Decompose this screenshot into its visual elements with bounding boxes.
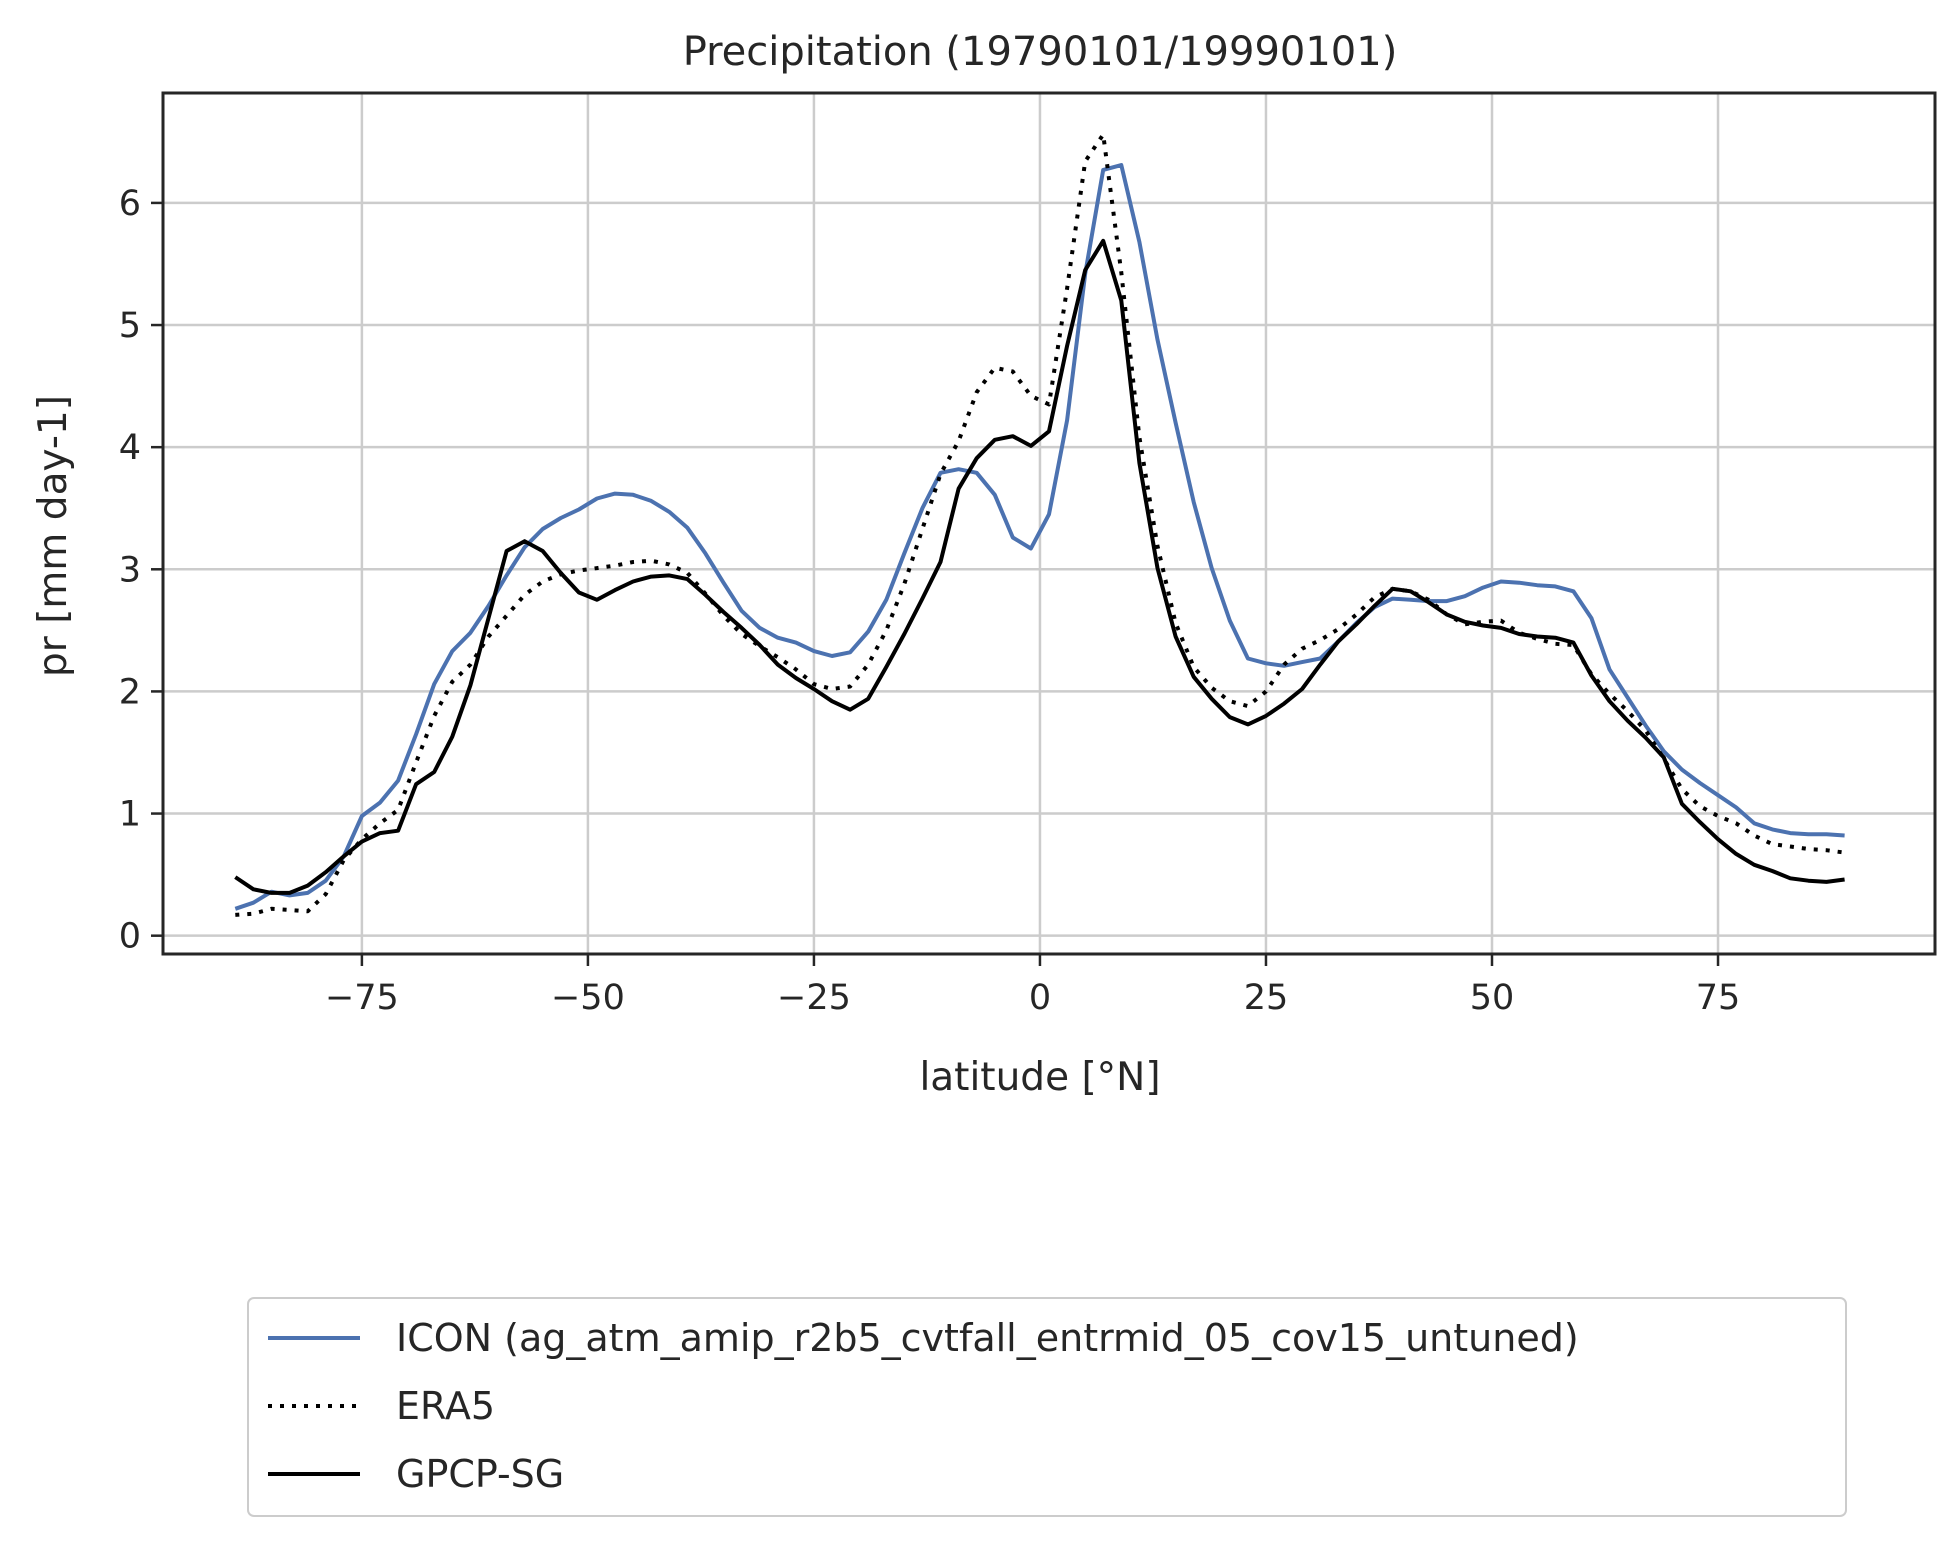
plot-frame	[161, 91, 1937, 956]
y-tick-label: 3	[119, 550, 141, 590]
x-axis-ticks: −75 −50 −25 0 25 50 75	[325, 954, 1740, 1018]
legend-label: ICON (ag_atm_amip_r2b5_cvtfall_entrmid_0…	[396, 1316, 1579, 1360]
y-axis-ticks: 0 1 2 3 4 5 6	[119, 184, 163, 957]
x-tick-label: 75	[1696, 978, 1741, 1018]
y-axis-label: pr [mm day-1]	[31, 395, 76, 677]
y-tick-label: 4	[119, 428, 141, 468]
y-tick-label: 5	[119, 306, 141, 346]
legend: ICON (ag_atm_amip_r2b5_cvtfall_entrmid_0…	[247, 1297, 1847, 1517]
grid	[163, 93, 1935, 954]
chart-title: Precipitation (19790101/19990101)	[683, 29, 1398, 75]
x-tick-label: −50	[551, 978, 625, 1018]
y-tick-label: 1	[119, 795, 141, 835]
x-tick-label: 50	[1470, 978, 1515, 1018]
legend-box	[247, 1297, 1847, 1517]
series-line-icon	[234, 163, 1845, 911]
x-tick-label: 25	[1244, 978, 1289, 1018]
series-lines	[234, 132, 1845, 917]
y-tick-label: 0	[119, 917, 141, 957]
y-tick-label: 6	[119, 184, 141, 224]
legend-label: GPCP-SG	[396, 1452, 564, 1496]
x-tick-label: −25	[777, 978, 851, 1018]
y-tick-label: 2	[119, 672, 141, 712]
x-axis-label: latitude [°N]	[919, 1055, 1160, 1100]
x-tick-label: −75	[325, 978, 399, 1018]
x-tick-label: 0	[1029, 978, 1051, 1018]
series-line-gpcp-sg	[234, 238, 1845, 895]
legend-label: ERA5	[396, 1384, 495, 1428]
